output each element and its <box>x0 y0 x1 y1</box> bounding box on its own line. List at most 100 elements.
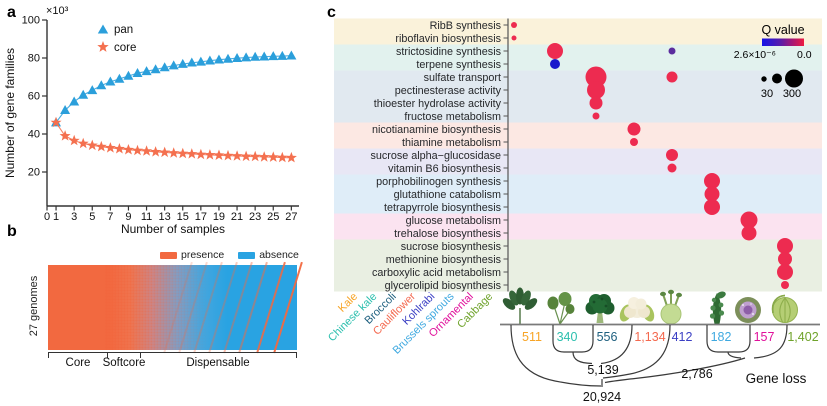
enrichment-dot <box>589 96 603 110</box>
pan-point <box>250 51 261 61</box>
pan-point <box>78 89 89 99</box>
pathway-term-label: carboxylic acid metabolism <box>372 267 501 279</box>
gene-loss-count: 157 <box>754 330 775 344</box>
pan-point <box>87 85 98 95</box>
matrix-speckle-zone <box>105 265 210 350</box>
enrichment-dot <box>511 22 517 28</box>
brussels-sprouts-image <box>709 291 726 324</box>
size-legend-dot-medium <box>772 73 782 84</box>
x-tick-label: 21 <box>231 211 243 223</box>
matrix-axis-tick <box>140 353 142 358</box>
x-tick-label: 1 <box>53 211 59 223</box>
core-legend-label: core <box>114 42 136 54</box>
gene-loss-count: 340 <box>557 330 578 344</box>
core-point <box>231 150 243 161</box>
pathway-term-label: glutathione catabolism <box>394 189 501 201</box>
q-min-label: 2.6×10⁻⁶ <box>734 49 776 61</box>
pan-point <box>60 105 71 114</box>
x-tick-label: 3 <box>71 211 77 223</box>
x-tick-label: 7 <box>107 211 113 223</box>
pathway-term-label: strictosidine synthesis <box>396 46 502 58</box>
size-legend-label-large: 300 <box>783 88 801 100</box>
core-point <box>132 144 143 156</box>
enrichment-dot <box>627 122 641 136</box>
pan-legend-marker <box>97 24 109 34</box>
enrichment-dot <box>666 71 678 83</box>
x-tick-label: 17 <box>195 211 207 223</box>
enrichment-dot <box>585 66 607 88</box>
x-axis-title: Number of samples <box>121 222 225 236</box>
pan-point <box>195 56 206 66</box>
x-tick-label: 13 <box>159 211 171 223</box>
core-point <box>285 151 297 163</box>
x-tick-label: 0 <box>44 211 50 223</box>
tree-branch <box>602 324 671 379</box>
core-point <box>95 140 107 152</box>
pathway-term-label: methionine biosynthesis <box>386 254 502 266</box>
tree-branch <box>572 351 593 365</box>
presence-streak <box>255 261 286 354</box>
y-axis-unit: ×10³ <box>46 5 69 17</box>
pathway-term-label: nicotianamine biosynthesis <box>372 124 502 136</box>
core-point <box>276 151 288 163</box>
enrichment-dot <box>592 112 600 120</box>
pan-point <box>105 76 116 86</box>
pan-point <box>132 68 143 77</box>
size-legend-label-small: 30 <box>761 88 773 100</box>
gene-loss-count: 412 <box>672 330 693 344</box>
pathway-term-label: riboflavin biosynthesis <box>395 33 501 45</box>
pan-point <box>259 51 270 61</box>
pan-point <box>241 52 252 62</box>
core-point <box>222 149 234 161</box>
y-tick-label: 80 <box>28 53 40 65</box>
tree-node-label: 20,924 <box>583 390 621 404</box>
pan-point <box>214 54 224 64</box>
term-group-band <box>334 70 822 123</box>
tree-node-label: 2,786 <box>681 367 712 381</box>
pan-point <box>123 70 134 80</box>
core-point <box>113 143 125 154</box>
enrichment-dot <box>630 138 638 146</box>
cabbage-image <box>771 294 798 323</box>
y-tick-label: 40 <box>28 129 40 141</box>
pan-point <box>114 73 125 83</box>
x-tick-label: 9 <box>125 211 131 223</box>
y-axis-title: Number of gene families <box>3 48 17 178</box>
enrichment-dot <box>547 43 563 59</box>
q-max-label: 0.0 <box>797 49 812 61</box>
pathway-term-label: thiamine metabolism <box>402 137 501 149</box>
term-group-band <box>334 148 822 175</box>
legend-item-absence: absence <box>238 249 299 261</box>
matrix-axis-tick <box>295 353 297 358</box>
core-legend-marker <box>97 41 109 52</box>
term-group-band <box>334 239 822 292</box>
pan-legend-label: pan <box>114 24 133 36</box>
pathway-term-label: tetrapyrrole biosynthesis <box>384 202 502 214</box>
pan-point <box>268 51 279 61</box>
tree-branch <box>600 324 633 365</box>
presence-streak <box>223 261 253 354</box>
pathway-term-label: sulfate transport <box>424 72 501 84</box>
pathway-term-label: terpene synthesis <box>416 59 501 71</box>
pathway-term-label: thioester hydrolase activity <box>374 98 502 110</box>
panel-c-letter: c <box>327 4 336 21</box>
pan-point <box>223 53 233 63</box>
core-point <box>240 150 252 162</box>
phylogeny-tree <box>510 324 788 387</box>
x-tick-label: 5 <box>89 211 95 223</box>
size-legend-dot-large <box>785 69 803 88</box>
enrichment-dot <box>550 59 560 69</box>
enrichment-dot <box>781 281 789 289</box>
core-point <box>195 148 207 160</box>
x-tick-label: 25 <box>267 211 279 223</box>
x-tick-label: 23 <box>249 211 261 223</box>
tree-branch <box>510 324 602 387</box>
enrichment-dot <box>668 47 676 55</box>
presence-streak <box>238 261 268 354</box>
pathway-term-label: porphobilinogen synthesis <box>376 176 501 188</box>
gene-loss-count: 511 <box>522 330 542 344</box>
matrix-axis-tick <box>48 353 50 358</box>
gene-loss-count: 556 <box>597 330 618 344</box>
